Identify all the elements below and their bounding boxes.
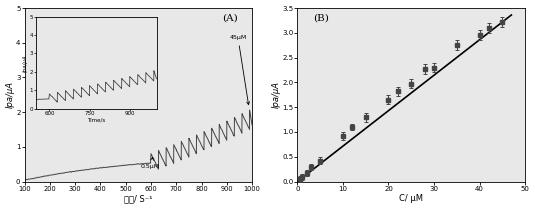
X-axis label: 时间/ S⁻¹: 时间/ S⁻¹ (124, 194, 152, 203)
Text: 45μM: 45μM (230, 35, 249, 105)
Text: 0.5μM: 0.5μM (141, 157, 160, 169)
X-axis label: C/ μM: C/ μM (399, 194, 423, 203)
Text: (A): (A) (223, 13, 238, 22)
Y-axis label: Ipa/μA: Ipa/μA (272, 81, 281, 108)
Text: (B): (B) (314, 13, 329, 22)
Y-axis label: Ipa/μA: Ipa/μA (5, 81, 14, 108)
